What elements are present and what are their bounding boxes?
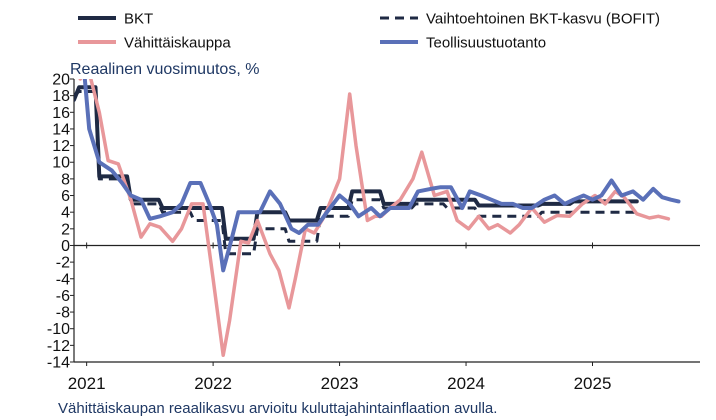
y-tick-label: -6: [56, 288, 70, 305]
legend-label: Vaihtoehtoinen BKT-kasvu (BOFIT): [426, 11, 660, 28]
y-tick-label: -8: [56, 305, 70, 322]
y-tick-label: -4: [56, 271, 70, 288]
x-tick-labels: 2021 2022 2023 2024 2025: [68, 242, 612, 393]
y-tick-label: 0: [61, 238, 70, 255]
y-tick-label: 20: [52, 72, 70, 89]
y-tick-label: 16: [52, 105, 70, 122]
legend-label: Vähittäiskauppa: [124, 35, 231, 52]
y-tick-label: -14: [47, 355, 70, 372]
y-tick-label: -10: [47, 321, 70, 338]
y-tick-label: -12: [47, 338, 70, 355]
x-tick-label: 2025: [574, 374, 612, 393]
y-tick-label: 12: [52, 138, 70, 155]
series-lines: [74, 79, 681, 358]
y-tick-label: -2: [56, 255, 70, 272]
y-tick-label: 2: [61, 221, 70, 238]
legend-label: BKT: [124, 11, 153, 28]
x-tick-label: 2023: [321, 374, 359, 393]
legend-item-industry: Teollisuustuotanto: [380, 35, 546, 52]
footnote: Vähittäiskaupan reaalikasvu arvioitu kul…: [58, 400, 497, 417]
y-tick-label: 10: [52, 155, 70, 172]
series-line-bofit: [74, 90, 637, 256]
series-line-retail: [78, 79, 671, 358]
legend-item-bofit: Vaihtoehtoinen BKT-kasvu (BOFIT): [380, 11, 660, 28]
x-tick-label: 2024: [447, 374, 485, 393]
legend-item-bkt: BKT: [78, 11, 153, 28]
series-line-industry: [82, 79, 681, 273]
legend: BKT Vaihtoehtoinen BKT-kasvu (BOFIT) Vähit…: [78, 11, 660, 52]
legend-label: Teollisuustuotanto: [426, 35, 546, 52]
series-line-bkt: [74, 85, 639, 241]
legend-item-retail: Vähittäiskauppa: [78, 35, 231, 52]
y-tick-label: 8: [61, 171, 70, 188]
x-tick-label: 2021: [68, 374, 106, 393]
y-tick-label: 18: [52, 88, 70, 105]
y-tick-label: 6: [61, 188, 70, 205]
axes: [73, 79, 700, 363]
x-tick-label: 2022: [194, 374, 232, 393]
y-tick-label: 4: [61, 205, 70, 222]
y-tick-label: 14: [52, 121, 70, 138]
y-axis-label: Reaalinen vuosimuutos, %: [70, 61, 259, 78]
